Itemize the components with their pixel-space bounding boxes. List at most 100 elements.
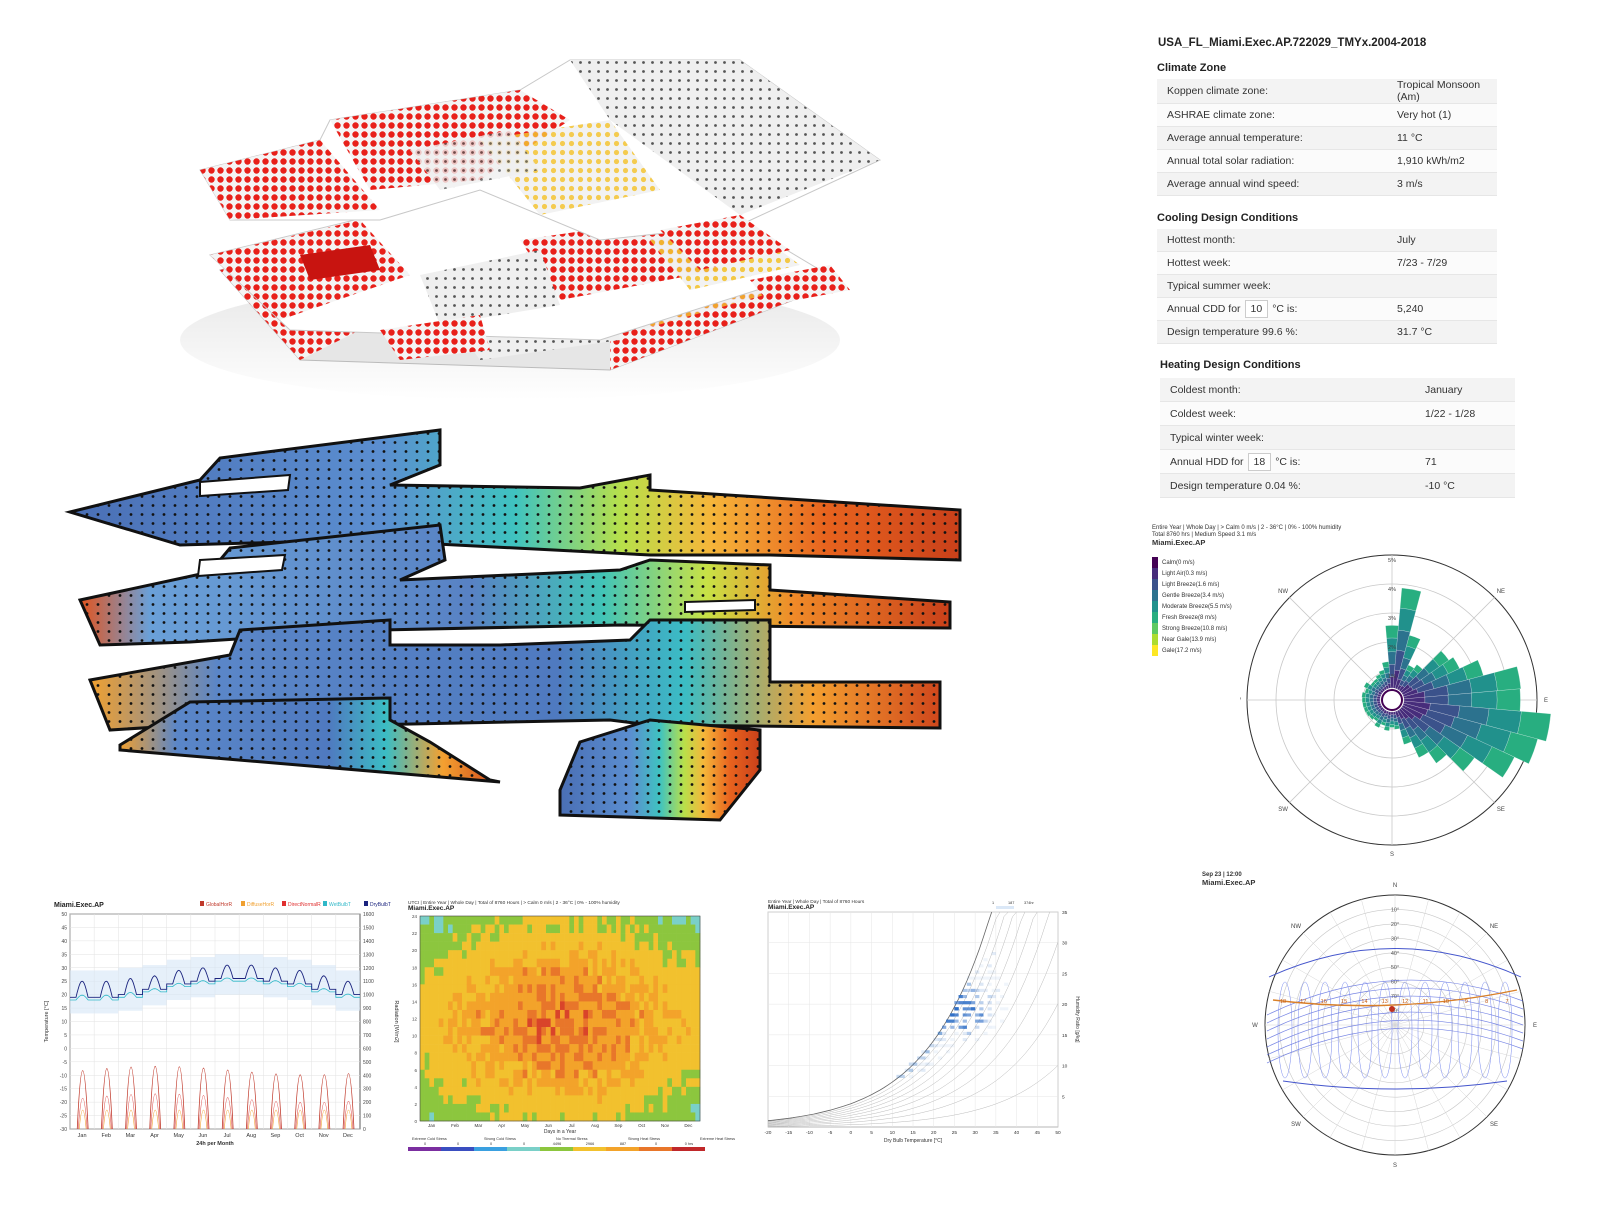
month-label: Jan bbox=[428, 1123, 436, 1128]
heatmap-cell bbox=[443, 967, 449, 977]
heatmap-cell bbox=[541, 941, 547, 951]
y-tick-label: 45 bbox=[61, 925, 67, 931]
month-label: Jun bbox=[545, 1123, 553, 1128]
heatmap-cell bbox=[541, 1001, 547, 1011]
density-cell bbox=[1000, 1019, 1005, 1023]
heatmap-cell bbox=[508, 1052, 514, 1062]
hour-tick-label: 12 bbox=[412, 1017, 418, 1022]
cdd-base-input[interactable]: 10 bbox=[1244, 300, 1269, 318]
legend-label: Fresh Breeze(8 m/s) bbox=[1162, 614, 1217, 621]
heatmap-cell bbox=[690, 984, 696, 994]
density-cell bbox=[962, 1013, 967, 1017]
heatmap-cell bbox=[578, 1044, 584, 1053]
heatmap-cell bbox=[644, 924, 649, 934]
heatmap-cell bbox=[583, 1052, 589, 1062]
heatmap-cell bbox=[578, 1086, 584, 1096]
hour-tick-label: 24 bbox=[412, 914, 418, 919]
heatmap-cell bbox=[588, 1009, 593, 1019]
heatmap-cell bbox=[588, 916, 593, 925]
heatmap-cell bbox=[457, 1001, 463, 1011]
density-cell bbox=[942, 1025, 947, 1029]
heatmap-cell bbox=[513, 933, 519, 942]
legend-label: DirectNormalR bbox=[288, 902, 321, 908]
heatmap-cell bbox=[457, 984, 463, 994]
legend-label: Strong Breeze(10.8 m/s) bbox=[1162, 625, 1228, 632]
y-tick-label: 30 bbox=[1062, 941, 1068, 947]
legend-count: 0 bbox=[424, 1142, 426, 1146]
density-cell bbox=[995, 976, 1001, 980]
altitude-label: 50° bbox=[1391, 965, 1399, 971]
density-cell bbox=[991, 1025, 996, 1029]
windrose-petal bbox=[1390, 717, 1394, 722]
density-cell bbox=[962, 1019, 967, 1023]
windrose-header-line2: Total 8760 hrs | Medium Speed 3.1 m/s bbox=[1152, 532, 1257, 538]
sunpath-chart: 10°20°30°40°50°60°70°80°18 17 16 15 14 13 12 11… bbox=[1252, 883, 1537, 1169]
density-cell bbox=[983, 988, 988, 992]
heatmap-cell bbox=[667, 950, 673, 960]
heatmap-cell bbox=[560, 1103, 565, 1113]
density-cell bbox=[1004, 982, 1009, 986]
heatmap-cell bbox=[490, 992, 495, 1002]
heatmap-cell bbox=[564, 984, 570, 994]
heatmap-cell bbox=[452, 933, 458, 942]
heatmap-cell bbox=[588, 933, 593, 942]
heatmap-cell bbox=[569, 1069, 575, 1079]
hour-tick-label: 22 bbox=[412, 931, 418, 936]
hdd-base-input[interactable]: 18 bbox=[1247, 452, 1272, 471]
heatmap-cell bbox=[466, 975, 472, 985]
heatmap-cell bbox=[658, 967, 663, 977]
heatmap-cell bbox=[583, 1103, 589, 1113]
y2-tick-label: 1100 bbox=[363, 979, 374, 985]
heatmap-cell bbox=[569, 1001, 575, 1011]
windrose-petal bbox=[1369, 697, 1374, 703]
heatmap-cell bbox=[583, 975, 589, 985]
heatmap-cell bbox=[443, 958, 449, 968]
heatmap-cell bbox=[592, 1018, 598, 1028]
diffuse-radiation-curve bbox=[175, 1109, 184, 1130]
heatmap-cell bbox=[606, 1052, 612, 1062]
heatmap-cell bbox=[634, 1061, 640, 1071]
heatmap-cell bbox=[438, 984, 444, 994]
heatmap-cell bbox=[424, 916, 430, 925]
heatmap-cell bbox=[676, 941, 682, 951]
x-tick-label: 50 bbox=[1055, 1130, 1061, 1136]
density-cell bbox=[962, 988, 967, 992]
row-label: Average annual temperature: bbox=[1157, 126, 1387, 150]
heatmap-cell bbox=[457, 924, 463, 934]
density-cell bbox=[937, 1031, 943, 1035]
heatmap-cell bbox=[574, 941, 579, 951]
heatmap-cell bbox=[499, 924, 505, 934]
heatmap-cell bbox=[672, 1035, 677, 1045]
heatmap-cell bbox=[420, 1112, 425, 1122]
heatmap-cell bbox=[429, 1095, 435, 1105]
row-label: Hottest month: bbox=[1157, 229, 1387, 252]
month-label: Sep bbox=[614, 1123, 623, 1128]
density-cell bbox=[942, 1031, 947, 1035]
hour-tick-label: 18 bbox=[412, 965, 418, 970]
heatmap-cell bbox=[504, 1112, 509, 1122]
heatmap-cell bbox=[527, 992, 533, 1002]
hour-label: 18 bbox=[1280, 999, 1286, 1005]
heatmap-cell bbox=[620, 1061, 626, 1071]
azimuth-line bbox=[1329, 912, 1396, 1026]
heatmap-cell bbox=[504, 1044, 509, 1053]
heatmap-cell bbox=[452, 950, 458, 960]
heatmap-cell bbox=[508, 1112, 514, 1122]
density-cell bbox=[942, 1025, 947, 1029]
heatmap-cell bbox=[480, 1086, 486, 1096]
heatmap-cell bbox=[462, 1069, 467, 1079]
heatmap-cell bbox=[546, 1018, 551, 1028]
heatmap-cell bbox=[658, 958, 663, 968]
heatmap-cell bbox=[494, 975, 500, 985]
heatmap-cell bbox=[429, 1044, 435, 1053]
heatmap-cell bbox=[630, 958, 635, 968]
heatmap-cell bbox=[592, 984, 598, 994]
rh-curve bbox=[767, 911, 1017, 1123]
heatmap-cell bbox=[550, 967, 556, 977]
heatmap-cell bbox=[452, 1103, 458, 1113]
heatmap-cell bbox=[424, 975, 430, 985]
density-cell bbox=[937, 1038, 943, 1042]
heatmap-cell bbox=[644, 941, 649, 951]
heatmap-cell bbox=[588, 941, 593, 951]
heatmap-cell bbox=[480, 1069, 486, 1079]
